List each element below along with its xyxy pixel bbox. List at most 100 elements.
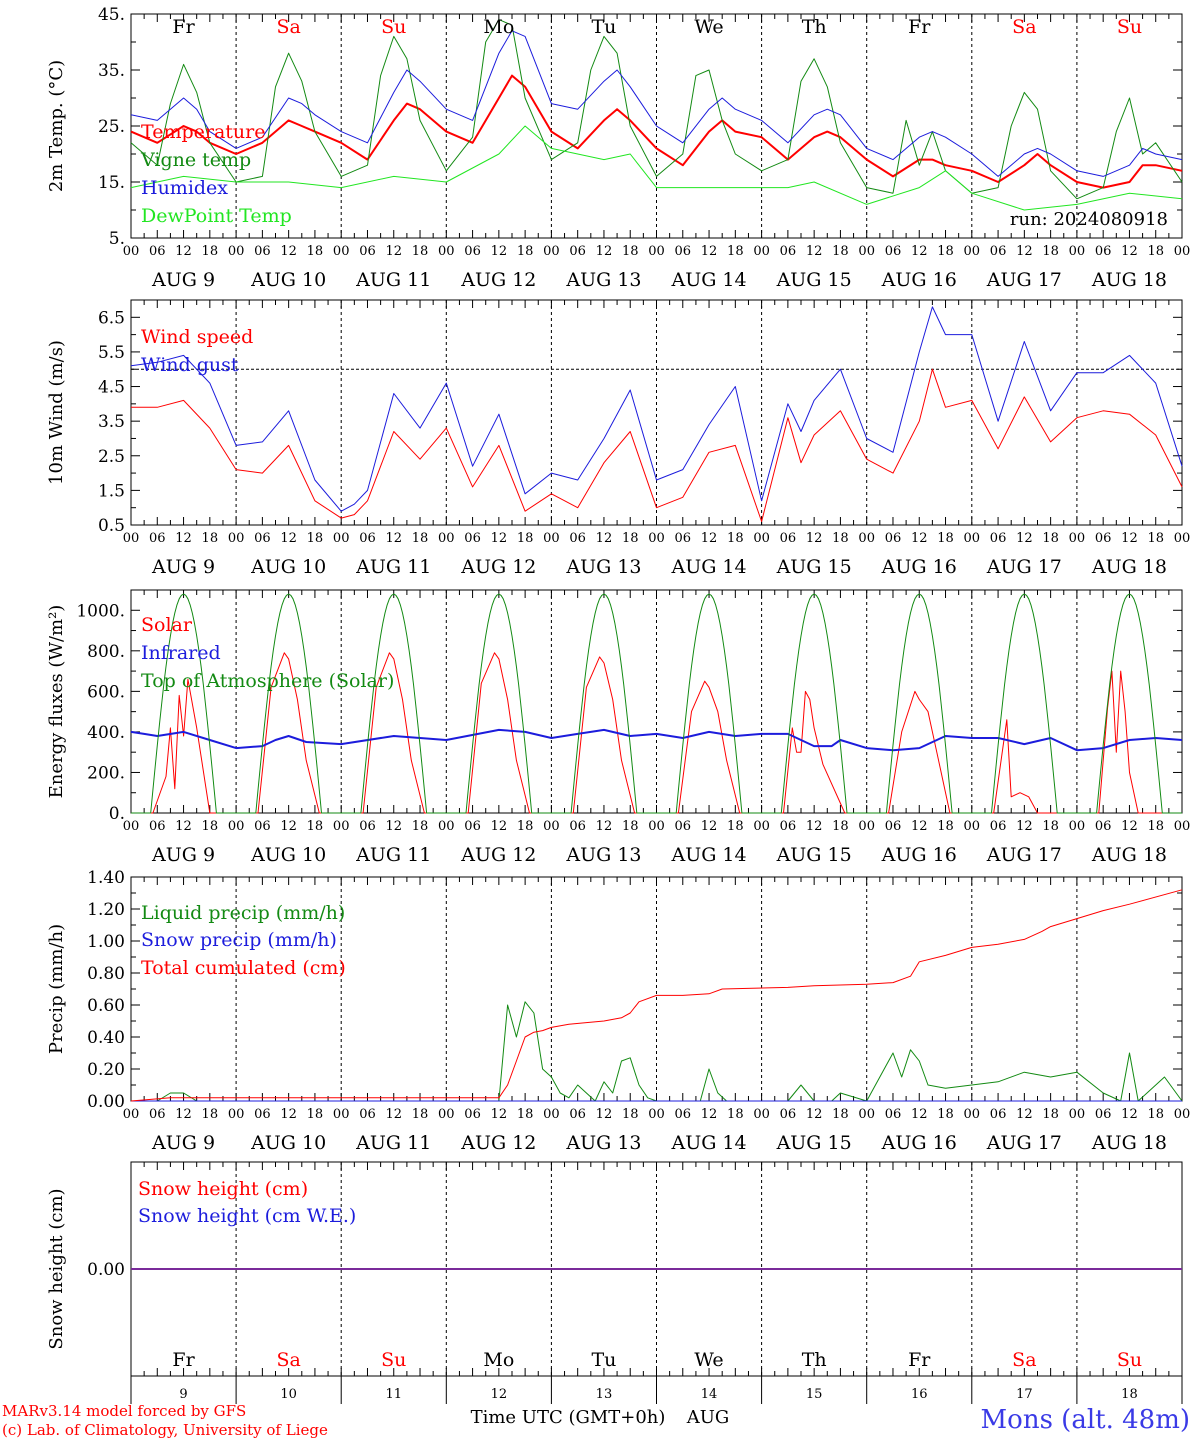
temp-hour-tick-label: 12 — [911, 244, 928, 259]
flux-hour-tick-label: 12 — [701, 819, 718, 834]
precip-date-label: AUG 15 — [776, 1132, 852, 1154]
location-label: Mons (alt. 48m) — [981, 1405, 1190, 1435]
precip-hour-tick-label: 00 — [543, 1107, 560, 1122]
flux-hour-tick-label: 00 — [123, 819, 140, 834]
precip-hour-tick-label: 18 — [622, 1107, 639, 1122]
wind-hour-tick-label: 00 — [753, 531, 770, 546]
flux-legend-entry: Solar — [141, 614, 193, 636]
wind-hour-tick-label: 00 — [333, 531, 350, 546]
flux-hour-tick-label: 00 — [1069, 819, 1086, 834]
temp-hour-tick-label: 12 — [596, 244, 613, 259]
wind-y-axis-title: 10m Wind (m/s) — [46, 340, 67, 485]
temp-day-of-week-label: Fr — [908, 16, 931, 38]
precip-hour-tick-label: 06 — [990, 1107, 1007, 1122]
flux-y-tick-label: 800. — [87, 642, 125, 662]
wind-hour-tick-label: 12 — [806, 531, 823, 546]
precip-hour-tick-label: 00 — [648, 1107, 665, 1122]
temp-y-tick-label: 25. — [98, 117, 125, 137]
snow-day-of-week-label: Fr — [172, 1349, 195, 1371]
precip-hour-tick-label: 12 — [701, 1107, 718, 1122]
temp-date-label: AUG 17 — [986, 269, 1062, 291]
flux-hour-tick-label: 00 — [753, 819, 770, 834]
flux-legend-entry: Top of Atmosphere (Solar) — [141, 670, 394, 692]
temp-date-label: AUG 14 — [670, 269, 746, 291]
temp-hour-tick-label: 06 — [359, 244, 376, 259]
flux-hour-tick-label: 00 — [438, 819, 455, 834]
precip-hour-tick-label: 00 — [858, 1107, 875, 1122]
temp-hour-tick-label: 00 — [543, 244, 560, 259]
snow-y-tick-label: 0.00 — [87, 1260, 125, 1280]
flux-hour-tick-label: 12 — [596, 819, 613, 834]
precip-y-tick-label: 0.40 — [87, 1028, 125, 1048]
flux-date-label: AUG 9 — [151, 844, 215, 866]
flux-hour-tick-label: 06 — [780, 819, 797, 834]
flux-y-tick-label: 0. — [109, 804, 125, 824]
wind-date-label: AUG 12 — [460, 556, 536, 578]
snow-day-number-label: 17 — [1016, 1387, 1033, 1402]
precip-hour-tick-label: 06 — [149, 1107, 166, 1122]
wind-y-tick-label: 3.5 — [98, 412, 125, 432]
flux-hour-tick-label: 06 — [885, 819, 902, 834]
flux-hour-tick-label: 18 — [517, 819, 534, 834]
temp-series-humidex — [130, 30, 1183, 177]
flux-hour-tick-label: 18 — [1042, 819, 1059, 834]
temp-day-of-week-label: Th — [802, 16, 827, 38]
wind-hour-tick-label: 00 — [858, 531, 875, 546]
wind-hour-tick-label: 00 — [543, 531, 560, 546]
temp-hour-tick-label: 00 — [858, 244, 875, 259]
temp-hour-tick-label: 12 — [175, 244, 192, 259]
temp-hour-tick-label: 18 — [1042, 244, 1059, 259]
temp-y-tick-label: 5. — [109, 229, 125, 249]
snow-day-number-label: 12 — [491, 1387, 508, 1402]
snow-day-of-week-label: We — [694, 1349, 723, 1371]
temp-date-label: AUG 18 — [1091, 269, 1167, 291]
snow-day-of-week-label: Tu — [591, 1349, 616, 1371]
flux-hour-tick-label: 12 — [1016, 819, 1033, 834]
flux-hour-tick-label: 06 — [569, 819, 586, 834]
flux-y-tick-label: 1000. — [76, 601, 125, 621]
temp-legend-entry: Vigne temp — [140, 149, 251, 171]
precip-hour-tick-label: 18 — [1042, 1107, 1059, 1122]
flux-hour-tick-label: 12 — [280, 819, 297, 834]
temp-day-of-week-label: Tu — [591, 16, 616, 38]
flux-hour-tick-label: 06 — [254, 819, 271, 834]
snow-y-axis-title: Snow height (cm) — [46, 1188, 67, 1349]
flux-date-label: AUG 16 — [881, 844, 957, 866]
precip-hour-tick-label: 00 — [753, 1107, 770, 1122]
temp-hour-tick-label: 12 — [806, 244, 823, 259]
flux-date-label: AUG 17 — [986, 844, 1062, 866]
temp-day-of-week-label: We — [694, 16, 723, 38]
flux-hour-tick-label: 12 — [175, 819, 192, 834]
precip-hour-tick-label: 00 — [228, 1107, 245, 1122]
flux-hour-tick-label: 06 — [359, 819, 376, 834]
wind-hour-tick-label: 18 — [622, 531, 639, 546]
flux-hour-tick-label: 12 — [491, 819, 508, 834]
snow-day-number-label: 13 — [596, 1387, 613, 1402]
precip-hour-tick-label: 12 — [911, 1107, 928, 1122]
precip-hour-tick-label: 06 — [1095, 1107, 1112, 1122]
precip-hour-tick-label: 18 — [202, 1107, 219, 1122]
flux-series-solar — [131, 652, 1182, 814]
snow-day-of-week-label: Su — [1117, 1349, 1142, 1371]
precip-hour-tick-label: 06 — [675, 1107, 692, 1122]
wind-legend-entry: Wind gust — [141, 354, 239, 376]
flux-y-tick-label: 200. — [87, 763, 125, 783]
temp-hour-tick-label: 18 — [1147, 244, 1164, 259]
flux-hour-tick-label: 00 — [648, 819, 665, 834]
temp-hour-tick-label: 18 — [412, 244, 429, 259]
precip-date-label: AUG 10 — [250, 1132, 326, 1154]
precip-hour-tick-label: 00 — [123, 1107, 140, 1122]
snow-panel: 0.00 Snow height (cm) Snow height (cm) Snow… — [46, 1161, 1183, 1404]
flux-hour-tick-label: 00 — [858, 819, 875, 834]
footer-model-credit: MARv3.14 model forced by GFS — [2, 1402, 246, 1420]
precip-y-tick-label: 0.60 — [87, 996, 125, 1016]
wind-date-label: AUG 13 — [565, 556, 641, 578]
temp-hour-tick-label: 06 — [254, 244, 271, 259]
flux-date-label: AUG 13 — [565, 844, 641, 866]
precip-date-label: AUG 9 — [151, 1132, 215, 1154]
precip-y-axis-title: Precip (mm/h) — [46, 924, 67, 1054]
temp-hour-tick-label: 00 — [1174, 244, 1191, 259]
precip-date-label: AUG 16 — [881, 1132, 957, 1154]
temp-hour-tick-label: 12 — [1016, 244, 1033, 259]
snow-day-of-week-label: Fr — [908, 1349, 931, 1371]
